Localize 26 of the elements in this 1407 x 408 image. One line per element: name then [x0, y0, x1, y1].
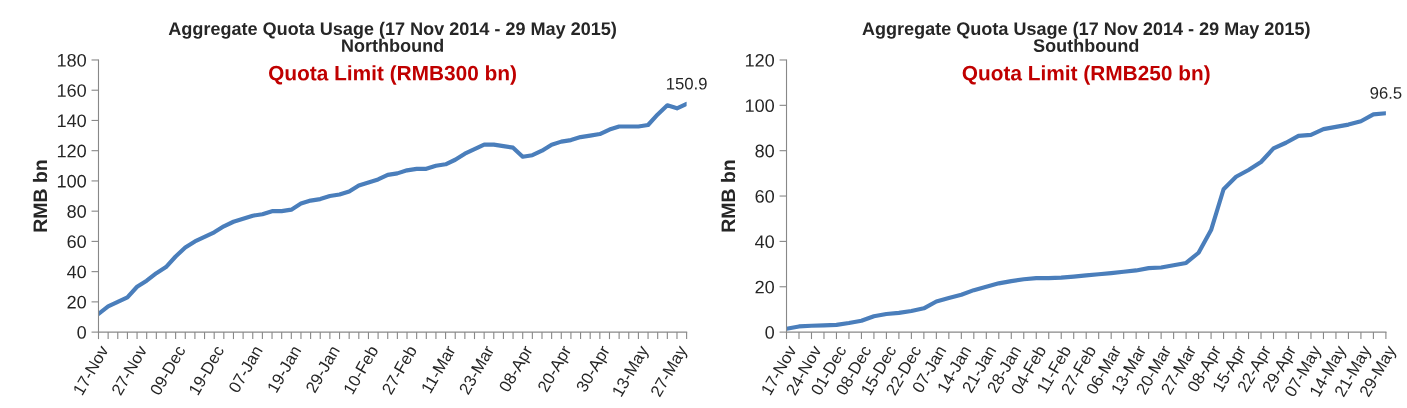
y-tick-label: 100	[57, 174, 86, 188]
y-tick-label: 20	[755, 280, 774, 294]
y-tick-label: 40	[67, 265, 86, 279]
y-tick-label: 120	[57, 144, 86, 158]
y-tick-label: 140	[57, 114, 86, 128]
y-tick-label: 100	[745, 99, 774, 113]
y-tick-label: 180	[57, 53, 86, 67]
chart-title: Aggregate Quota Usage (17 Nov 2014 - 29 May 2015) Southbound	[862, 21, 1310, 52]
y-axis-title: RMB bn	[720, 160, 736, 232]
chart-subtitle: Quota Limit (RMB300 bn)	[269, 65, 516, 85]
y-tick-label: 0	[77, 326, 86, 339]
y-tick-label: 0	[765, 326, 774, 339]
line-series	[98, 101, 687, 317]
y-tick-label: 60	[755, 189, 774, 203]
chart-title: Aggregate Quota Usage (17 Nov 2014 - 29 May 2015) Northbound	[168, 21, 616, 52]
data-label: 96.5	[1370, 87, 1402, 99]
y-tick-label: 40	[755, 235, 774, 249]
y-tick-label: 80	[755, 144, 774, 158]
y-axis-title: RMB bn	[32, 160, 48, 232]
y-tick-label: 60	[67, 235, 86, 249]
y-tick-label: 80	[67, 205, 86, 218]
y-tick-label: 160	[57, 84, 86, 97]
data-label: 150.9	[667, 77, 707, 90]
y-tick-label: 20	[67, 295, 86, 309]
y-tick-label: 120	[745, 53, 774, 67]
chart-subtitle: Quota Limit (RMB250 bn)	[962, 65, 1210, 85]
